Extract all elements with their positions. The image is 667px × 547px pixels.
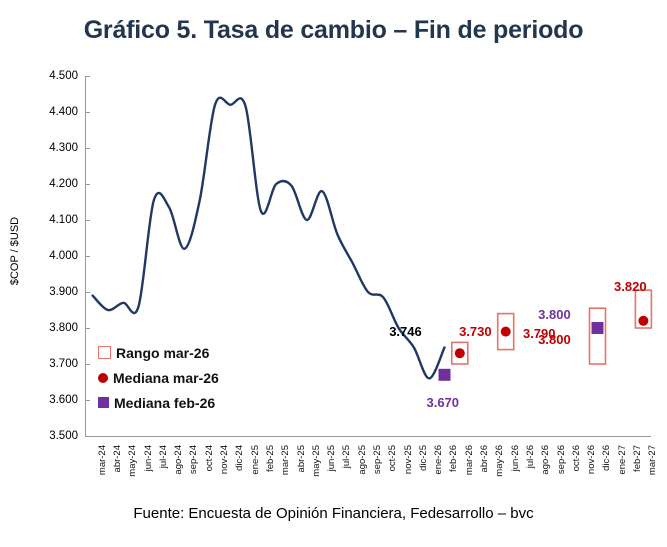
legend-item-rango[interactable]: Rango mar-26 bbox=[98, 340, 219, 365]
x-axis-tick-label: jun-26 bbox=[509, 445, 521, 472]
y-axis-tick-mark bbox=[85, 112, 90, 113]
page-title: Gráfico 5. Tasa de cambio – Fin de perio… bbox=[83, 16, 584, 44]
x-axis-tick-label: sep-26 bbox=[555, 445, 567, 475]
x-axis-tick-label: feb-27 bbox=[632, 445, 644, 472]
y-axis-tick-mark bbox=[85, 76, 90, 77]
x-axis-tick-label: sep-24 bbox=[188, 445, 200, 475]
median-mar-marker bbox=[638, 315, 649, 326]
chart-svg bbox=[91, 96, 653, 381]
x-axis-tick-label: jul-25 bbox=[341, 445, 353, 469]
x-axis-tick-label: nov-24 bbox=[219, 445, 231, 475]
x-axis-tick-label: abr-26 bbox=[479, 445, 491, 473]
x-axis-tick-label: mar-24 bbox=[96, 445, 108, 476]
x-axis-tick-label: may-25 bbox=[310, 445, 322, 477]
x-axis-tick-label: ene-25 bbox=[249, 445, 261, 475]
x-axis-tick-label: dic-25 bbox=[417, 445, 429, 471]
x-axis-tick-label: ene-26 bbox=[433, 445, 445, 475]
x-axis-tick-label: oct-24 bbox=[203, 445, 215, 472]
x-axis-tick-label: jul-24 bbox=[157, 445, 169, 469]
x-axis-tick-label: feb-26 bbox=[448, 445, 460, 472]
median-feb-marker bbox=[438, 368, 451, 381]
chart-legend: Rango mar-26 Mediana mar-26 Mediana feb-… bbox=[98, 340, 219, 415]
median-mar-marker bbox=[454, 348, 465, 359]
x-axis-tick-label: abr-25 bbox=[295, 445, 307, 473]
legend-item-label: Mediana feb-26 bbox=[114, 394, 216, 411]
y-axis-tick-label: 4.400 bbox=[49, 106, 78, 118]
x-axis-tick-label: ago-26 bbox=[540, 445, 552, 475]
x-axis-tick-label: jun-25 bbox=[326, 445, 338, 472]
data-label: 3.800 bbox=[538, 332, 571, 347]
data-label: 3.820 bbox=[614, 279, 647, 295]
data-label: 3.670 bbox=[426, 394, 460, 410]
x-axis-tick-label: oct-25 bbox=[387, 445, 399, 472]
x-axis-tick-label: mar-26 bbox=[463, 445, 475, 476]
x-axis-tick-label: dic-24 bbox=[234, 445, 246, 471]
chart-plot-area: $COP / $USD 4.500 4.400 4.300 4.200 4.100 4.0… bbox=[0, 70, 667, 445]
y-axis-tick-labels: 4.500 4.400 4.300 4.200 4.100 4.000 3.900 3.800… bbox=[28, 70, 78, 445]
open-square-icon bbox=[98, 346, 111, 359]
y-axis-tick-label: 3.600 bbox=[49, 394, 78, 406]
y-axis-tick-label: 4.200 bbox=[49, 178, 78, 190]
filled-circle-icon bbox=[98, 372, 108, 383]
legend-item-label: Mediana mar-26 bbox=[113, 369, 219, 386]
x-axis-tick-label: jul-26 bbox=[524, 445, 536, 469]
y-axis-tick-label: 4.000 bbox=[49, 250, 78, 262]
x-axis-tick-label: oct-26 bbox=[570, 445, 582, 472]
x-axis-tick-label: dic-26 bbox=[601, 445, 613, 471]
y-axis-tick-mark bbox=[85, 364, 90, 365]
y-axis-tick-label: 4.300 bbox=[49, 142, 78, 154]
data-label: 3.746 bbox=[389, 324, 422, 340]
x-axis-tick-label: ene-27 bbox=[616, 445, 628, 475]
y-axis-tick-mark bbox=[85, 400, 90, 401]
x-axis-tick-labels: mar-24 abr-24 may-24 jun-24 jul-24 ago-24 sep-… bbox=[0, 445, 667, 500]
x-axis-tick-label: sep-25 bbox=[372, 445, 383, 475]
x-axis-line bbox=[85, 436, 651, 437]
x-axis-tick-label: mar-25 bbox=[280, 445, 292, 476]
y-axis-tick-mark bbox=[85, 436, 90, 437]
x-axis-tick-label: feb-25 bbox=[264, 445, 276, 472]
data-label: 3.790 bbox=[522, 325, 556, 341]
data-label: 3.800 bbox=[538, 307, 571, 323]
median-mar-marker bbox=[500, 326, 511, 337]
x-axis-tick-label: may-24 bbox=[127, 445, 139, 477]
data-label: 3.730 bbox=[459, 324, 492, 340]
x-axis-tick-label: abr-24 bbox=[111, 445, 123, 473]
x-axis-tick-label: jun-24 bbox=[142, 445, 154, 472]
y-axis-tick-mark bbox=[85, 328, 90, 329]
x-axis-tick-label: may-26 bbox=[494, 445, 506, 477]
y-axis-tick-label: 3.500 bbox=[49, 430, 78, 442]
y-axis-tick-mark bbox=[85, 292, 90, 293]
x-axis-tick-label: mar-27 bbox=[647, 445, 659, 476]
x-axis-tick-label: ago-24 bbox=[173, 445, 185, 475]
y-axis-tick-label: 3.700 bbox=[49, 358, 78, 370]
legend-item-label: Rango mar-26 bbox=[116, 344, 210, 361]
y-axis-tick-label: 3.800 bbox=[49, 322, 78, 334]
y-axis-tick-label: 3.900 bbox=[49, 286, 78, 298]
y-axis-tick-mark bbox=[85, 148, 90, 149]
x-axis-tick-label: nov-26 bbox=[586, 445, 598, 475]
series-line-observed bbox=[91, 96, 446, 380]
range-box bbox=[588, 307, 607, 365]
legend-item-mediana-mar[interactable]: Mediana mar-26 bbox=[98, 365, 219, 390]
x-axis-tick-label: ago-25 bbox=[356, 445, 368, 475]
source-note: Fuente: Encuesta de Opinión Financiera, … bbox=[133, 505, 534, 522]
y-axis-tick-label: 4.100 bbox=[49, 214, 78, 226]
y-axis-tick-mark bbox=[85, 256, 90, 257]
y-axis-tick-mark bbox=[85, 184, 90, 185]
y-axis-tick-mark bbox=[85, 220, 90, 221]
x-axis-tick-label: nov-25 bbox=[402, 445, 414, 475]
legend-item-mediana-feb[interactable]: Mediana feb-26 bbox=[98, 390, 219, 415]
y-axis-tick-label: 4.500 bbox=[49, 70, 78, 82]
median-feb-marker bbox=[591, 322, 604, 334]
filled-square-icon bbox=[98, 397, 109, 408]
